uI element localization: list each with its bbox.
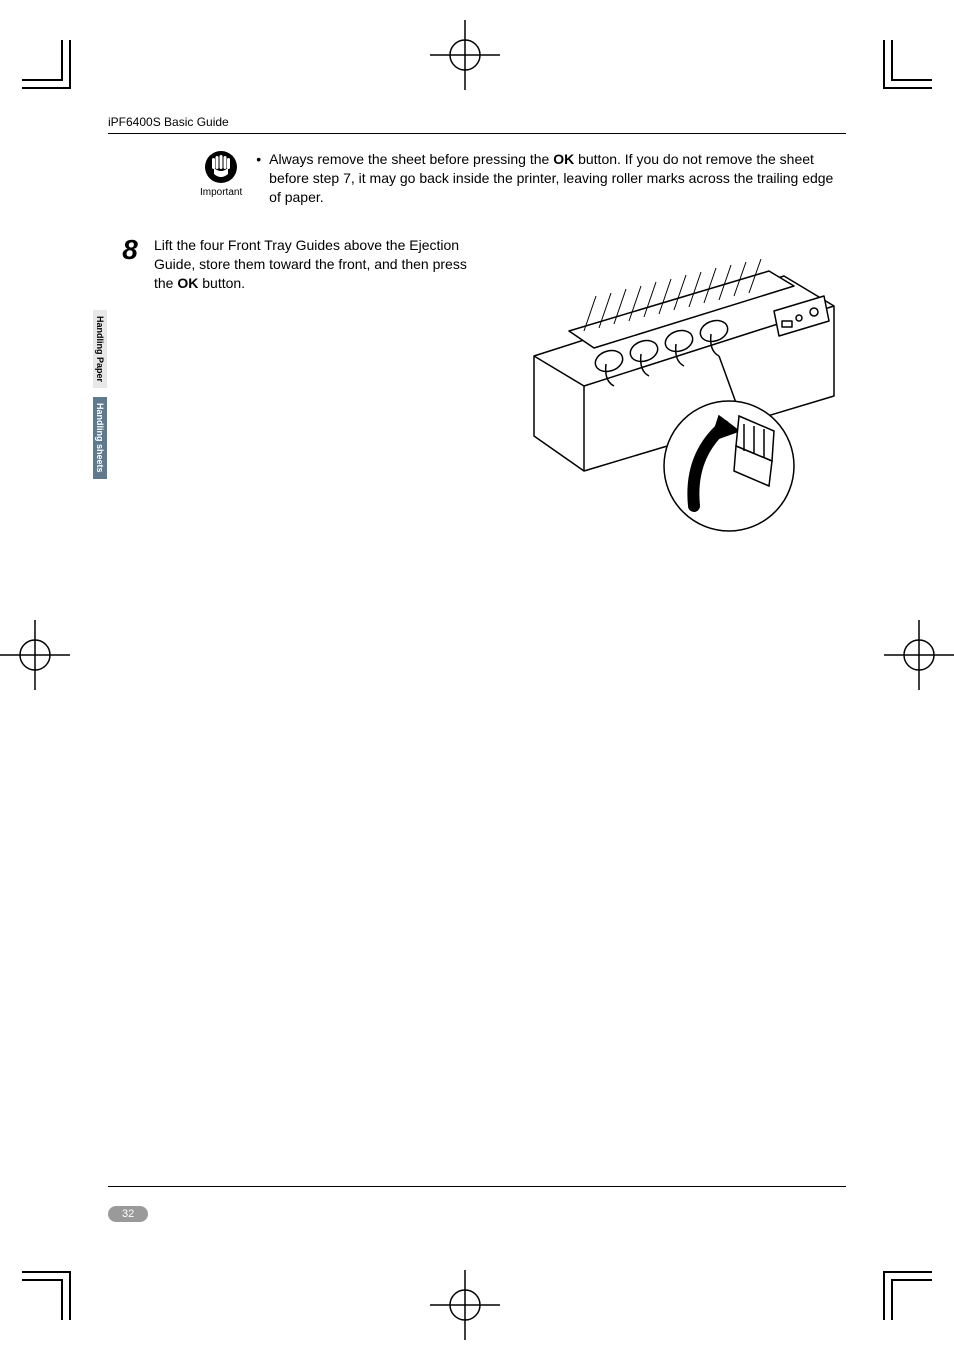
crop-mark-tl: [12, 30, 72, 90]
important-text: Always remove the sheet before pressing …: [269, 150, 839, 207]
important-block: Important • Always remove the sheet befo…: [200, 150, 839, 207]
crop-mark-rm: [884, 620, 954, 690]
step-image: [498, 236, 844, 536]
bullet-dot: •: [256, 150, 261, 207]
important-text-ok: OK: [553, 151, 574, 167]
printer-illustration: [514, 236, 844, 536]
step-number: 8: [120, 236, 140, 264]
footer-rule: [108, 1186, 846, 1187]
crop-mark-bl: [12, 1270, 72, 1330]
step-text-post: button.: [198, 275, 245, 291]
crop-mark-lm: [0, 620, 70, 690]
crop-mark-br: [882, 1270, 942, 1330]
crop-mark-tr: [882, 30, 942, 90]
important-icon-wrap: Important: [200, 150, 242, 198]
header-title: iPF6400S Basic Guide: [108, 115, 229, 129]
important-text-pre: Always remove the sheet before pressing …: [269, 151, 553, 167]
side-tabs: Handling Paper Handling sheets: [93, 310, 109, 488]
page-number-badge: 32: [108, 1206, 148, 1222]
crop-mark-bc: [430, 1270, 500, 1340]
page-number: 32: [122, 1208, 134, 1220]
crop-mark-tc: [430, 20, 500, 90]
side-tab-handling-paper[interactable]: Handling Paper: [93, 310, 107, 388]
important-text-row: • Always remove the sheet before pressin…: [256, 150, 839, 207]
step-text-ok: OK: [177, 275, 198, 291]
step-text: Lift the four Front Tray Guides above th…: [154, 236, 484, 293]
page-header: iPF6400S Basic Guide: [108, 115, 846, 134]
side-tab-handling-sheets[interactable]: Handling sheets: [93, 397, 107, 479]
important-icon: [204, 150, 238, 184]
important-label: Important: [200, 187, 242, 198]
step-block: 8 Lift the four Front Tray Guides above …: [120, 236, 844, 536]
